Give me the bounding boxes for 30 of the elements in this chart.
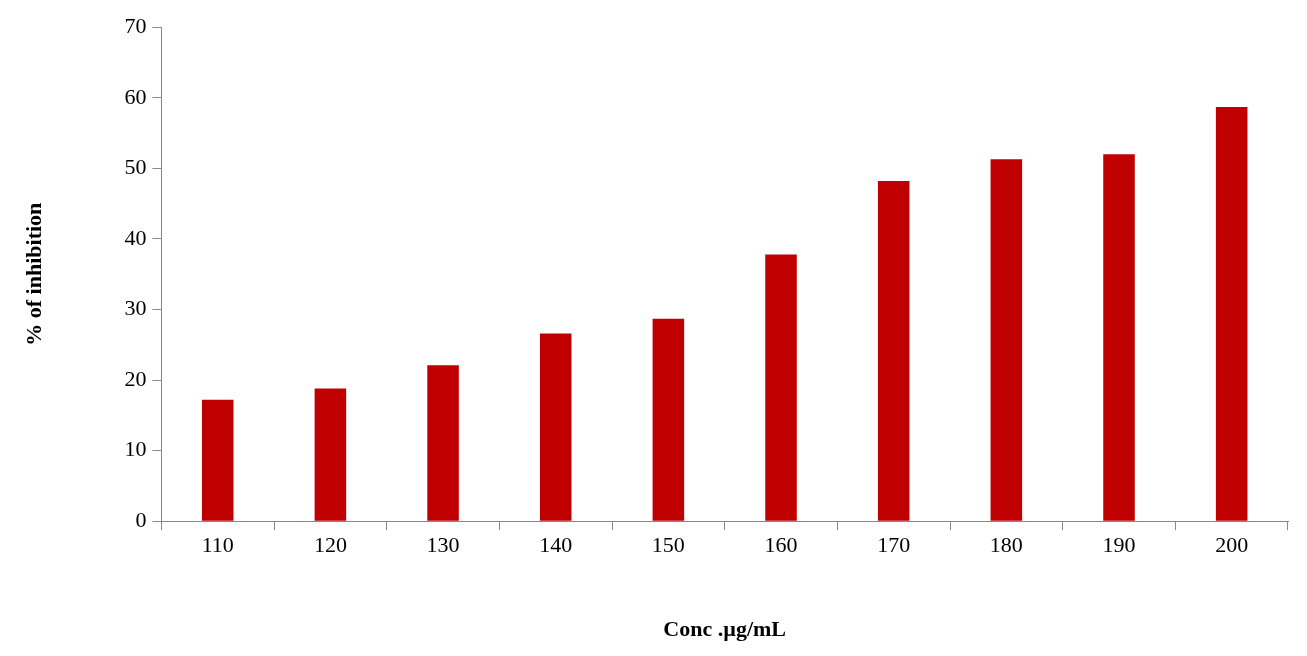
bar xyxy=(1215,106,1248,521)
bar xyxy=(652,318,685,521)
y-tick-label: 60 xyxy=(124,83,147,109)
bar xyxy=(1103,154,1135,521)
x-tick-label: 120 xyxy=(313,532,347,558)
bar xyxy=(877,181,910,521)
y-axis-title: % of inhibition xyxy=(20,202,46,346)
bar xyxy=(427,365,459,521)
x-tick-label: 130 xyxy=(426,532,460,558)
y-tick-label: 10 xyxy=(124,436,147,462)
x-axis-title: Conc .µg/mL xyxy=(663,616,787,642)
bar xyxy=(765,254,797,521)
bar xyxy=(990,159,1023,521)
y-tick-label: 70 xyxy=(124,12,147,38)
x-tick-label: 180 xyxy=(989,532,1023,558)
y-tick-label: 30 xyxy=(124,295,147,321)
x-tick-label: 170 xyxy=(877,532,911,558)
y-tick-label: 0 xyxy=(135,506,147,532)
bar xyxy=(314,388,347,521)
x-tick-label: 140 xyxy=(539,532,573,558)
y-tick-label: 20 xyxy=(124,365,147,391)
x-tick-label: 200 xyxy=(1215,532,1249,558)
bar xyxy=(201,399,234,521)
y-tick-label: 50 xyxy=(124,154,147,180)
x-tick-label: 190 xyxy=(1102,532,1136,558)
x-tick-label: 160 xyxy=(764,532,798,558)
x-tick-label: 110 xyxy=(201,532,234,558)
x-tick-label: 150 xyxy=(651,532,685,558)
bar xyxy=(539,333,572,521)
y-tick-label: 40 xyxy=(124,224,147,250)
